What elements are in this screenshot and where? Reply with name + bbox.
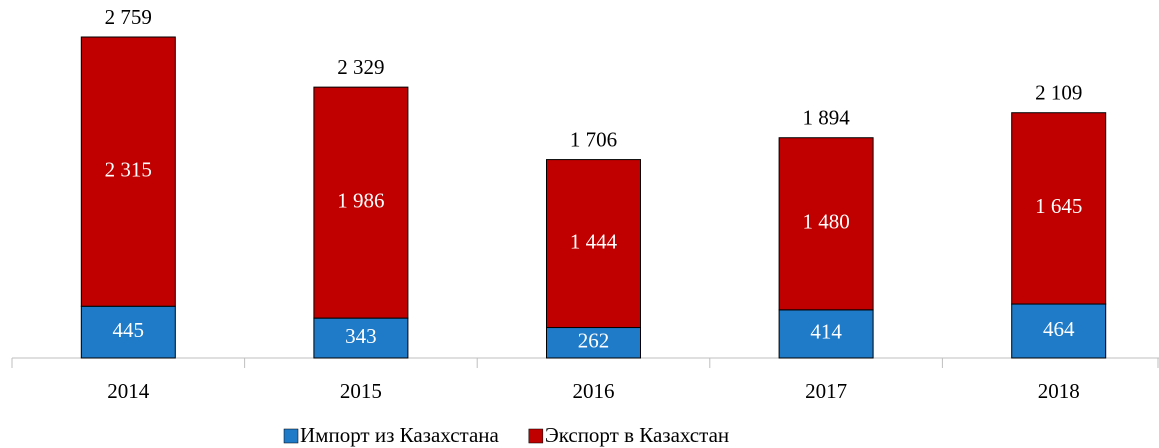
data-label: 1 480 [802, 210, 849, 234]
bar-segment [546, 159, 641, 329]
total-label: 2 109 [1035, 81, 1082, 105]
bar-segment [80, 36, 176, 307]
bar-segment [546, 327, 641, 359]
x-tick-label: 2015 [340, 379, 382, 403]
data-label: 464 [1043, 317, 1075, 341]
data-label: 343 [345, 324, 377, 348]
data-label: 1 645 [1035, 194, 1082, 218]
legend-marker [283, 428, 299, 444]
data-label: 2 315 [105, 157, 152, 181]
bar-segment [313, 86, 409, 319]
total-label: 1 894 [802, 106, 850, 130]
data-label: 1 986 [337, 188, 384, 212]
legend-label: Экспорт в Казахстан [545, 423, 729, 447]
x-tick-label: 2014 [107, 379, 150, 403]
bar-segment [778, 309, 874, 359]
total-label: 1 706 [570, 127, 617, 151]
bar-segment [313, 317, 409, 359]
data-label: 445 [113, 318, 145, 342]
data-label: 414 [810, 320, 842, 344]
legend-label: Импорт из Казахстана [300, 423, 500, 447]
x-tick-label: 2017 [805, 379, 847, 403]
x-tick-label: 2016 [573, 379, 615, 403]
bar-segment [1011, 112, 1107, 305]
total-label: 2 329 [337, 55, 384, 79]
bar-segment [80, 305, 176, 359]
legend-marker [528, 428, 544, 444]
bar-segment [778, 137, 874, 311]
data-label: 262 [578, 329, 610, 353]
data-label: 1 444 [570, 229, 618, 253]
total-label: 2 759 [105, 5, 152, 29]
bar-segment [1011, 303, 1107, 359]
x-tick-label: 2018 [1038, 379, 1080, 403]
